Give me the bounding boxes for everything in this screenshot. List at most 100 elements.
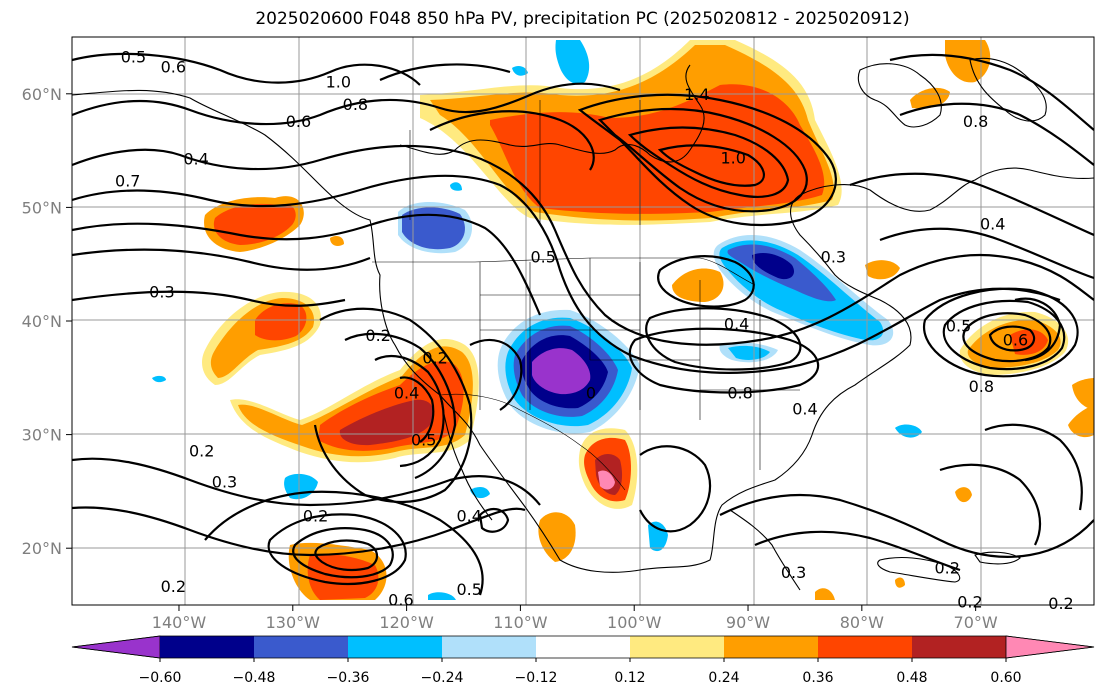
precip-positive-region <box>330 236 344 246</box>
pv-contour-label: 0.8 <box>727 384 752 403</box>
colorbar-extend-max <box>1005 635 1095 659</box>
precip-negative-region <box>532 348 591 395</box>
pv-contour-label: 0.5 <box>456 580 481 599</box>
pv-contour-label: 0.2 <box>1048 594 1073 613</box>
pv-contour-label: 0.2 <box>365 326 390 345</box>
pv-contour-label: 0.2 <box>189 442 214 461</box>
colorbar-cells <box>71 635 1095 659</box>
precip-positive-region <box>910 87 950 109</box>
pv-contour-label: 0.6 <box>388 590 413 609</box>
pv-contour-label: 1.4 <box>684 85 709 104</box>
pv-contour-label: 0.4 <box>394 384 419 403</box>
precip-shading <box>152 40 1094 600</box>
lon-tick-label: 80°W <box>840 613 884 632</box>
coastline <box>877 556 961 583</box>
colorbar-tick-label: 0.12 <box>614 670 645 686</box>
lon-tick-label: 100°W <box>607 613 662 632</box>
pv-contour-label: 0.4 <box>183 150 208 169</box>
precip-negative-region <box>648 521 668 552</box>
colorbar-tick-label: −0.48 <box>233 670 276 686</box>
coastline <box>72 89 1094 573</box>
colorbar-cell <box>630 636 724 658</box>
precip-negative-region <box>512 65 528 76</box>
lon-tick-label: 140°W <box>152 613 207 632</box>
lat-tick-label: 50°N <box>22 198 62 217</box>
lat-tick-label: 20°N <box>22 539 62 558</box>
precip-negative-region <box>152 375 166 383</box>
precip-positive-region <box>255 303 307 341</box>
precip-negative-region <box>428 592 456 600</box>
precip-positive-region <box>955 487 972 503</box>
precip-positive-region <box>945 40 991 83</box>
colorbar-cell <box>724 636 818 658</box>
colorbar-tick-label: −0.36 <box>327 670 370 686</box>
pv-contour-label: 0.6 <box>161 58 186 77</box>
precip-negative-region <box>752 253 795 280</box>
colorbar-tick-label: 0.48 <box>896 670 927 686</box>
lat-tick-label: 60°N <box>22 85 62 104</box>
pv-contour-label: 0.3 <box>781 563 806 582</box>
pv-contours <box>72 52 1094 596</box>
pv-contour-label: 0.3 <box>212 472 237 491</box>
colorbar-tick-label: −0.12 <box>515 670 558 686</box>
pv-contour-label: 0.4 <box>792 400 817 419</box>
colorbar-ticks: −0.60 −0.48 −0.36 −0.24 −0.12 0.12 0.24 0.36 0.4… <box>139 658 1022 686</box>
pv-contour-label: 0.8 <box>343 95 368 114</box>
colorbar-cell <box>536 636 630 658</box>
colorbar-tick-label: 0.24 <box>708 670 739 686</box>
coastlines <box>72 57 1094 591</box>
pv-contour-label: 0.2 <box>957 593 982 612</box>
precip-positive-region <box>538 512 576 562</box>
pv-contour-label: 0.6 <box>1003 330 1028 349</box>
precip-positive-region <box>815 588 835 600</box>
colorbar-cell <box>442 636 536 658</box>
colorbar-tick-label: −0.60 <box>139 670 182 686</box>
coastline <box>974 551 1021 565</box>
pv-contour-label: 0 <box>586 384 596 403</box>
lon-tick-label: 70°W <box>954 613 998 632</box>
pv-contour-label: 0.2 <box>422 348 447 367</box>
precip-positive-region <box>1072 378 1094 410</box>
lon-tick-label: 130°W <box>266 613 321 632</box>
lon-tick-label: 110°W <box>493 613 548 632</box>
pv-contour-label: 0.5 <box>411 430 436 449</box>
borders <box>372 100 800 491</box>
lon-tick-label: 90°W <box>726 613 770 632</box>
pv-contour-label: 0.5 <box>946 317 971 336</box>
pv-contour-label: 1.0 <box>721 149 746 168</box>
pv-contour-label: 0.3 <box>149 283 174 302</box>
map-title: 2025020600 F048 850 hPa PV, precipitatio… <box>255 9 910 29</box>
pv-contour-label: 0.6 <box>286 112 311 131</box>
colorbar: −0.60 −0.48 −0.36 −0.24 −0.12 0.12 0.24 0.36 0.4… <box>71 635 1095 686</box>
map-area: 0.5 0.6 1.0 0.8 0.6 0.4 0.7 1.4 1.0 0.8 0.4 0.3 0.5 0… <box>71 36 1095 613</box>
precip-positive-region <box>672 268 724 302</box>
pv-contour-label: 0.5 <box>530 247 555 266</box>
precip-positive-region <box>865 260 900 280</box>
pv-contour-label: 0.2 <box>303 506 328 525</box>
colorbar-cell <box>254 636 348 658</box>
precip-negative-region <box>728 345 770 360</box>
precip-positive-region <box>490 84 825 214</box>
coastline <box>969 57 1047 122</box>
pv-contour-label: 1.0 <box>326 72 351 91</box>
pv-contour-label: 0.8 <box>969 377 994 396</box>
precip-positive-region <box>895 577 905 588</box>
colorbar-tick-label: −0.24 <box>421 670 464 686</box>
lat-tick-label: 30°N <box>22 426 62 445</box>
pv-contour-label: 0.5 <box>121 47 146 66</box>
colorbar-extend-min <box>71 635 161 659</box>
longitude-axis: 140°W 130°W 120°W 110°W 100°W 90°W 80°W 70°W <box>152 605 998 632</box>
pv-contour-label: 0.7 <box>115 171 140 190</box>
coastline <box>399 64 705 163</box>
pv-contour-label: 0.4 <box>980 214 1005 233</box>
lat-tick-label: 40°N <box>22 312 62 331</box>
pv-contour-label: 0.8 <box>963 112 988 131</box>
colorbar-cell <box>818 636 912 658</box>
precip-negative-region <box>402 207 465 250</box>
pv-contour-label: 0.3 <box>821 247 846 266</box>
colorbar-tick-label: 0.36 <box>802 670 833 686</box>
pv-contour-label: 0.4 <box>456 506 481 525</box>
precip-positive-region <box>1010 329 1048 355</box>
latitude-axis: 60°N 50°N 40°N 30°N 20°N <box>22 85 72 558</box>
